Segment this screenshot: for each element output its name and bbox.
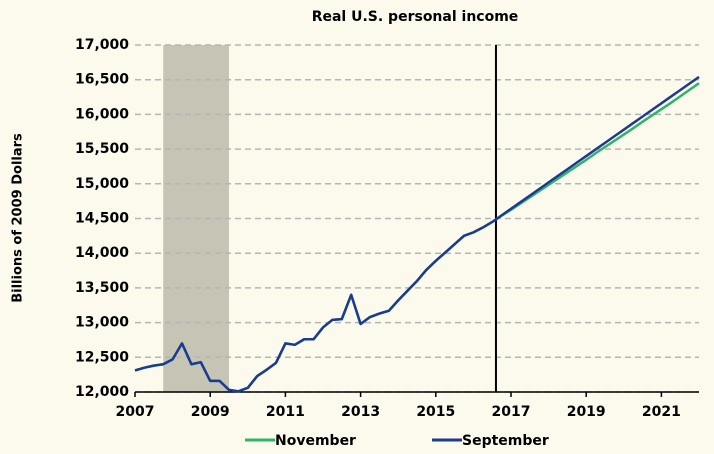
chart-title: Real U.S. personal income [312,9,519,25]
y-tick-label: 15,000 [75,176,129,192]
y-tick-label: 13,000 [75,315,129,331]
x-tick-label: 2019 [567,404,606,420]
y-tick-label: 16,500 [75,72,129,88]
series-line [134,75,700,393]
y-tick-label: 13,500 [75,280,129,296]
y-tick-label: 14,000 [75,245,129,261]
x-tick-label: 2021 [642,404,681,420]
y-tick-label: 14,500 [75,211,129,227]
x-tick-label: 2013 [341,404,380,420]
x-tick-label: 2015 [416,404,455,420]
x-tick-label: 2009 [191,404,230,420]
y-tick-label: 16,000 [75,106,129,122]
y-tick-label: 12,500 [75,349,129,365]
x-tick-label: 2007 [116,404,155,420]
y-axis-label: Billions of 2009 Dollars [11,133,26,303]
x-tick-label: 2011 [266,404,305,420]
legend-label: November [275,433,356,449]
x-tick-label: 2017 [492,404,531,420]
y-tick-label: 15,500 [75,141,129,157]
y-tick-label: 17,000 [75,37,129,53]
legend-label: September [462,433,549,449]
y-tick-label: 12,000 [75,384,129,400]
